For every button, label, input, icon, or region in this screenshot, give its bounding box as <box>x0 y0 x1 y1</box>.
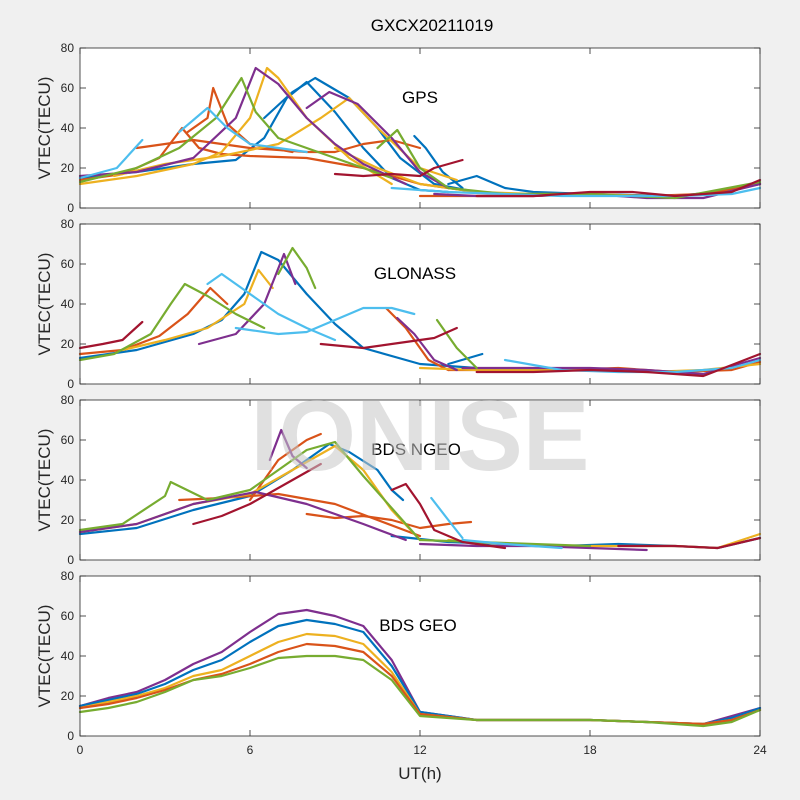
y-tick-label: 60 <box>61 433 75 447</box>
y-axis-label: VTEC(TECU) <box>35 429 54 532</box>
y-tick-label: 0 <box>67 201 74 215</box>
panel-label: BDS NGEO <box>371 440 461 459</box>
plot-area <box>80 400 760 560</box>
panel-label: BDS GEO <box>379 616 456 635</box>
plot-area <box>80 576 760 736</box>
x-tick-label: 0 <box>77 743 84 757</box>
y-axis-label: VTEC(TECU) <box>35 77 54 180</box>
series-line <box>333 158 464 178</box>
series-line <box>78 286 229 356</box>
series-line <box>305 512 473 530</box>
watermark: IONISE <box>251 380 590 492</box>
x-tick-label: 6 <box>247 743 254 757</box>
x-axis-label: UT(h) <box>398 764 441 783</box>
y-tick-label: 20 <box>61 337 75 351</box>
y-tick-label: 80 <box>61 41 75 55</box>
series-line <box>390 186 762 198</box>
y-tick-label: 20 <box>61 513 75 527</box>
series-line <box>305 90 450 190</box>
series-line <box>192 462 322 526</box>
y-tick-label: 60 <box>61 609 75 623</box>
y-tick-label: 20 <box>61 689 75 703</box>
series-line <box>78 138 144 180</box>
series-line <box>413 134 464 190</box>
series-line <box>78 442 405 536</box>
series-line <box>78 282 266 362</box>
series-line <box>396 316 458 372</box>
series-line <box>78 66 407 186</box>
y-tick-label: 80 <box>61 217 75 231</box>
y-tick-label: 40 <box>61 649 75 663</box>
y-tick-label: 60 <box>61 81 75 95</box>
x-tick-label: 18 <box>583 743 597 757</box>
y-tick-label: 40 <box>61 121 75 135</box>
x-tick-label: 12 <box>413 743 427 757</box>
y-tick-label: 20 <box>61 161 75 175</box>
x-tick-label: 24 <box>753 743 767 757</box>
y-tick-label: 40 <box>61 473 75 487</box>
series-line <box>390 482 507 550</box>
y-axis-label: VTEC(TECU) <box>35 605 54 708</box>
series-line <box>234 306 416 336</box>
series-line <box>277 246 317 290</box>
series-line <box>78 320 144 350</box>
y-axis-label: VTEC(TECU) <box>35 253 54 356</box>
series-line <box>475 178 762 198</box>
y-tick-label: 80 <box>61 569 75 583</box>
plot-area <box>80 224 760 384</box>
series-line <box>475 352 762 378</box>
y-tick-label: 0 <box>67 553 74 567</box>
panel-glonass: 0 20 40 60 80 VTEC(TECU) GLONASS <box>35 217 762 391</box>
chart-title: GXCX20211019 <box>371 16 494 35</box>
y-tick-label: 60 <box>61 257 75 271</box>
y-tick-label: 0 <box>67 377 74 391</box>
y-tick-label: 0 <box>67 729 74 743</box>
panel-label: GPS <box>402 88 438 107</box>
series-line <box>78 76 393 184</box>
series-line <box>447 352 484 366</box>
series-line <box>78 440 422 542</box>
series-line <box>178 106 308 154</box>
series-line <box>78 490 407 542</box>
y-tick-label: 80 <box>61 393 75 407</box>
panel-gps: 0 20 40 60 80 VTEC(TECU) GPS <box>35 41 762 215</box>
series-line <box>78 654 762 728</box>
series-line <box>461 538 563 550</box>
series-line <box>121 268 274 352</box>
panel-bds-geo: 0 20 40 60 80 0 6 12 18 24 VTEC(TECU) BDS GEO <box>35 569 767 757</box>
series-line <box>376 128 762 200</box>
y-tick-label: 40 <box>61 297 75 311</box>
panel-bds-ngeo: 0 20 40 60 80 VTEC(TECU) BDS NGEO <box>35 393 762 567</box>
series-line <box>435 318 478 370</box>
series-line <box>384 306 450 372</box>
panel-label: GLONASS <box>374 264 456 283</box>
series-line <box>268 428 308 470</box>
series-line <box>78 250 478 370</box>
series-line <box>617 536 762 550</box>
series-line <box>319 326 458 350</box>
series-line <box>430 496 464 540</box>
